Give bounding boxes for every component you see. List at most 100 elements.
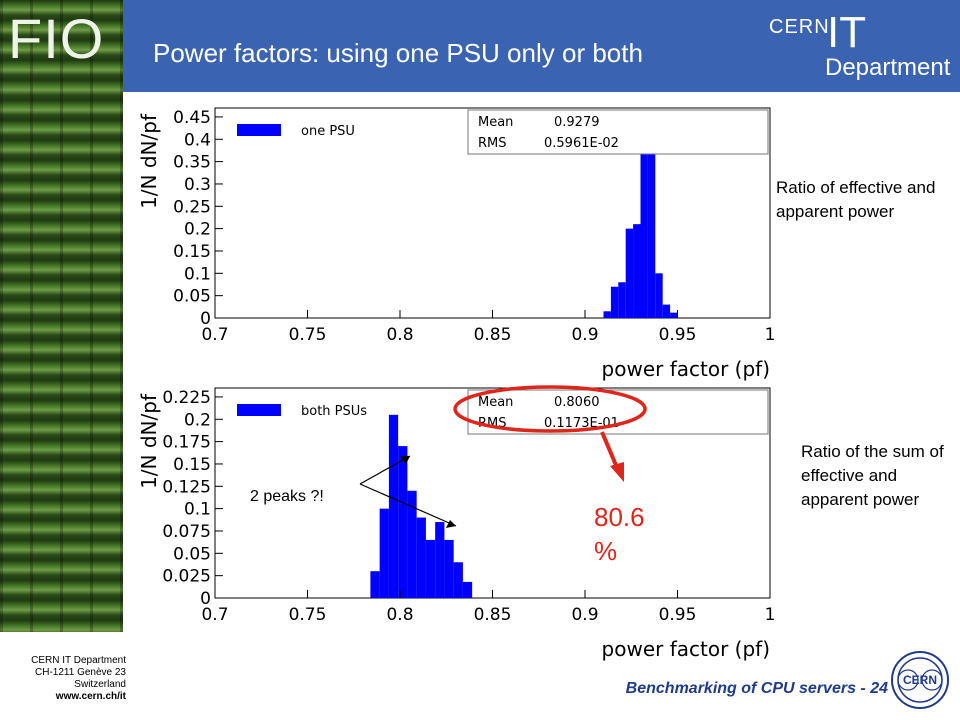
y-tick-label: 0.225 — [162, 388, 211, 408]
y-tick-label: 0.15 — [173, 242, 211, 262]
y-tick-label: 0.125 — [162, 477, 211, 497]
legend-label: both PSUs — [301, 404, 367, 419]
it-logo-text: IT — [827, 8, 867, 57]
histogram-bar — [633, 224, 641, 318]
histogram-bar — [647, 134, 656, 318]
y-tick-label: 0.075 — [162, 522, 211, 542]
peaks-note: 2 peaks ?! — [250, 488, 324, 505]
histogram-bar — [425, 539, 436, 598]
x-tick-label: 0.75 — [289, 325, 327, 345]
x-tick-label: 0.85 — [474, 325, 512, 345]
stats-mean-value: 0.9279 — [554, 115, 600, 130]
x-tick-label: 0.8 — [386, 325, 413, 345]
x-tick-label: 1 — [765, 605, 776, 625]
y-axis-label: 1/N dN/pf — [137, 113, 161, 209]
histogram-bar — [398, 446, 408, 598]
y-tick-label: 0.45 — [173, 108, 211, 128]
y-tick-label: 0.1 — [184, 500, 211, 520]
histogram-figure: 0.7 0.75 0.8 0.85 0.9 0.95 100.050.10.150.20.2… — [137, 107, 776, 661]
histogram-bar — [625, 228, 634, 318]
histogram-bar — [603, 311, 611, 318]
footer-org-line1: CERN IT Department — [31, 655, 126, 666]
legend-swatch — [237, 124, 281, 136]
histogram-bar — [670, 312, 678, 318]
y-tick-label: 0 — [200, 309, 211, 329]
histogram-bar — [618, 282, 626, 318]
histogram-bar — [610, 286, 619, 318]
y-axis-label: 1/N dN/pf — [137, 393, 161, 489]
mean-highlight-ellipse — [453, 385, 647, 433]
histogram-bar — [407, 490, 417, 598]
top-plot-note: Ratio of effective and apparent power — [776, 178, 936, 221]
x-tick-label: 0.7 — [201, 325, 228, 345]
histogram-bar — [435, 522, 445, 598]
peak-arrowhead-1 — [400, 456, 410, 464]
x-axis-label: power factor (pf) — [602, 637, 770, 661]
x-tick-label: 0.9 — [571, 325, 598, 345]
stats-box — [467, 109, 769, 155]
y-tick-label: 0.1 — [184, 264, 211, 284]
x-axis-label: power factor (pf) — [602, 357, 770, 381]
y-tick-label: 0.2 — [184, 220, 211, 240]
histogram-bar — [640, 121, 648, 318]
footer-org-line3: Switzerland — [74, 679, 126, 690]
stats-rms-value: 0.5961E-02 — [544, 136, 619, 151]
stats-mean-label: Mean — [478, 115, 513, 130]
peak-arrowhead-2 — [446, 520, 456, 528]
highlight-arrowhead — [610, 462, 624, 482]
server-rack-sidebar: FIO — [0, 0, 123, 632]
stats-box — [467, 389, 769, 435]
histogram-bar — [662, 304, 671, 318]
histogram-bar — [462, 581, 473, 598]
svg-text:CERN: CERN — [903, 673, 937, 687]
cern-seal-icon: CERN — [891, 651, 949, 709]
x-tick-label: 0.85 — [474, 605, 512, 625]
histogram-one-psu: 0.7 0.75 0.8 0.85 0.9 0.95 1 00.05 0.10.150.2 0.2… — [137, 107, 776, 381]
x-tick-label: 0.95 — [659, 325, 697, 345]
histogram-bar — [416, 517, 426, 598]
histogram-both-psus: 0.7 0.75 0.8 0.85 0.9 0.95 100.0250.050.0750.1… — [137, 387, 776, 661]
histogram-bar — [655, 273, 663, 318]
department-logo-text: Department — [825, 54, 951, 81]
footer-organization: CERN IT Department CH-1211 Genève 23 Swi… — [0, 655, 126, 703]
cern-it-logo: CERN IT Department — [769, 8, 954, 84]
peak-arrow-2 — [359, 483, 457, 527]
highlight-arrow — [600, 431, 620, 471]
y-tick-label: 0.05 — [173, 287, 211, 307]
y-tick-label: 0.175 — [162, 433, 211, 453]
y-tick-label: 0 — [200, 589, 211, 609]
stats-mean-value: 0.8060 — [554, 395, 600, 410]
stats-mean-label: Mean — [478, 395, 513, 410]
mean-percent-callout: 80.6 % — [594, 502, 645, 566]
y-tick-label: 0.25 — [173, 197, 211, 217]
histogram-bar — [370, 571, 380, 598]
y-tick-label: 0.025 — [162, 567, 211, 587]
slide-footer-label: Benchmarking of CPU servers - 24 — [625, 680, 888, 697]
y-tick-label: 0.4 — [184, 130, 211, 150]
slide-title: Power factors: using one PSU only or bot… — [153, 38, 643, 68]
y-tick-label: 0.3 — [184, 175, 211, 195]
footer-web-link[interactable]: www.cern.ch/it — [55, 691, 126, 702]
legend-swatch — [237, 404, 281, 416]
y-tick-label: 0.35 — [173, 153, 211, 173]
histogram-bar — [388, 414, 399, 598]
x-tick-label: 0.95 — [659, 605, 697, 625]
legend-label: one PSU — [301, 124, 355, 139]
histogram-bar — [444, 539, 454, 598]
x-tick-label: 0.9 — [571, 605, 598, 625]
x-tick-label: 1 — [765, 325, 776, 345]
x-tick-label: 0.7 — [201, 605, 228, 625]
stats-rms-label: RMS — [478, 136, 507, 151]
x-tick-label: 0.75 — [289, 605, 327, 625]
cern-logo-text: CERN — [769, 16, 830, 38]
y-tick-label: 0.15 — [173, 455, 211, 475]
fio-logo: FIO — [8, 7, 105, 70]
bottom-plot-note: Ratio of the sum of effective and appare… — [801, 442, 944, 509]
y-tick-label: 0.2 — [184, 410, 211, 430]
footer-org-line2: CH-1211 Genève 23 — [35, 667, 126, 678]
histogram-bar — [379, 508, 389, 598]
x-tick-label: 0.8 — [386, 605, 413, 625]
histogram-bar — [453, 562, 463, 598]
peak-arrow-1 — [359, 455, 411, 485]
y-tick-label: 0.05 — [173, 544, 211, 564]
